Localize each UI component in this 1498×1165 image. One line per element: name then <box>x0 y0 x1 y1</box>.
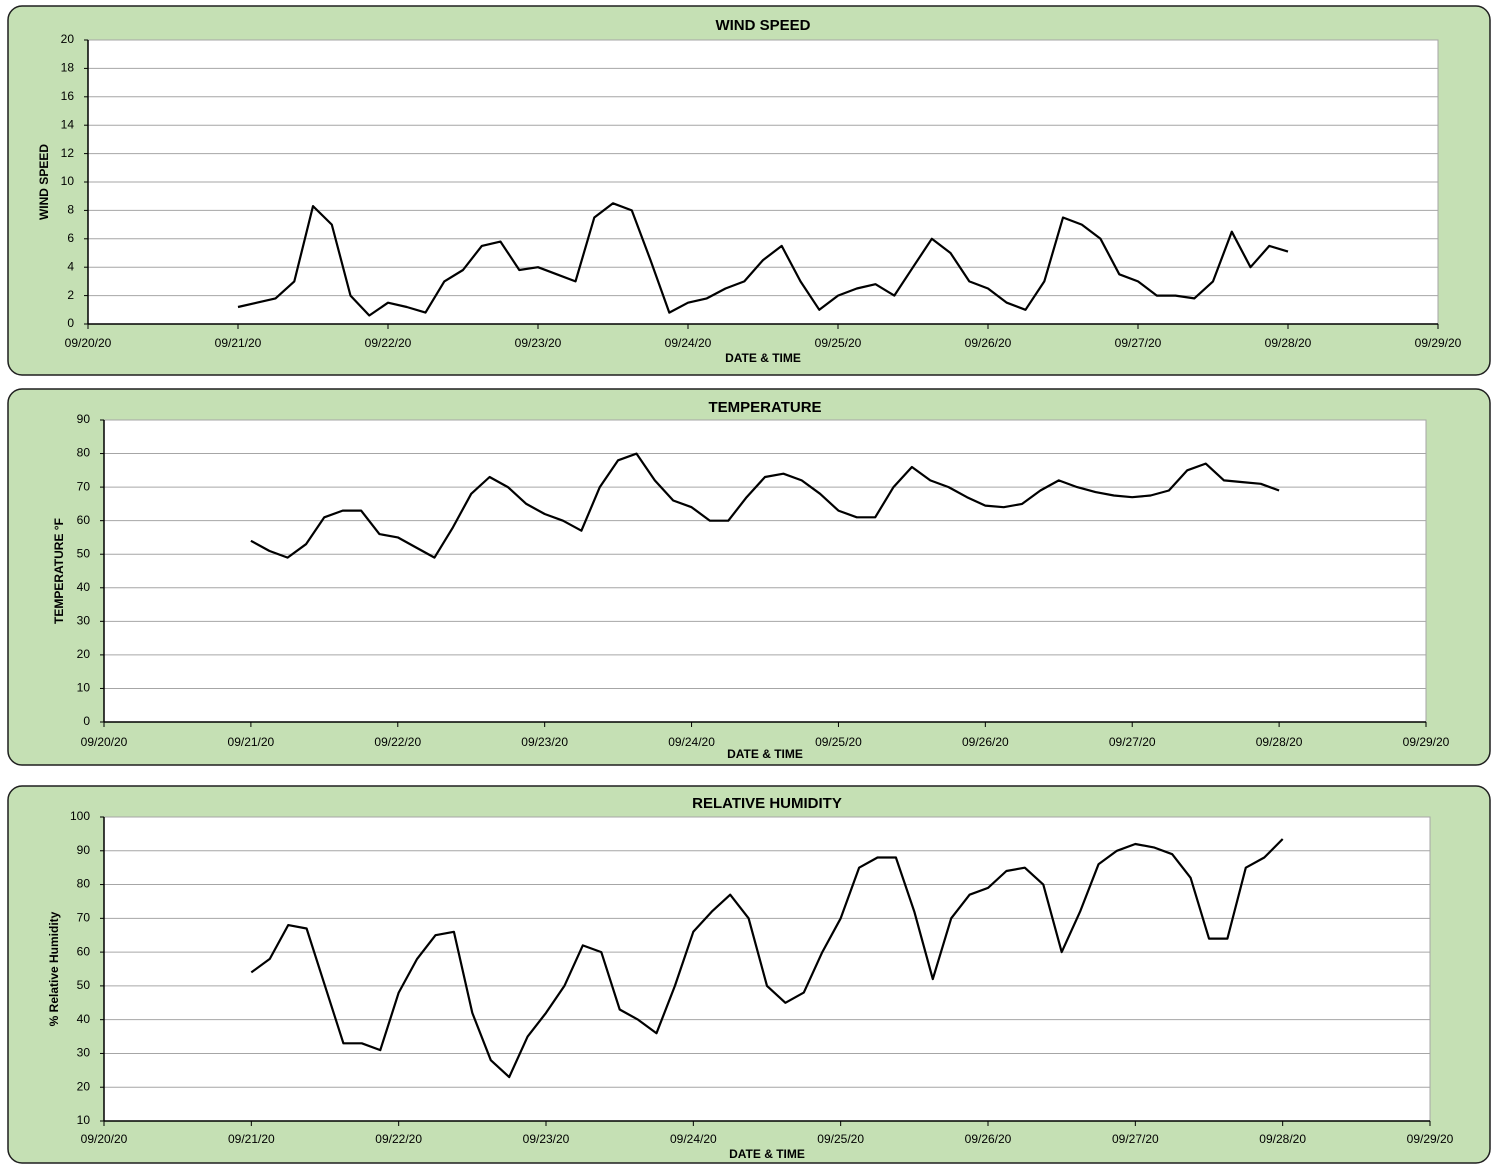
x-tick-label: 09/21/20 <box>228 735 275 749</box>
chart-panel: 0 2 4 6 8 10 12 14 16 18 20 09/20/20 09/21/20 09/22/2… <box>7 5 1491 376</box>
y-tick-label: 50 <box>77 546 91 560</box>
x-tick-label: 09/26/20 <box>962 735 1009 749</box>
y-tick-label: 0 <box>83 714 90 728</box>
x-tick-label: 09/27/20 <box>1109 735 1156 749</box>
data-line <box>237 202 1289 317</box>
x-tick-label: 09/21/20 <box>228 1132 275 1146</box>
x-tick-label: 09/23/20 <box>523 1132 570 1146</box>
x-tick-label: 09/24/20 <box>665 336 712 350</box>
x-tick-label: 09/29/20 <box>1415 336 1462 350</box>
y-tick-label: 10 <box>61 174 75 188</box>
y-tick-label: 20 <box>61 32 75 46</box>
x-tick-label: 09/27/20 <box>1112 1132 1159 1146</box>
x-tick-label: 09/27/20 <box>1115 336 1162 350</box>
plot-area <box>103 816 1431 1122</box>
x-tick-label: 09/29/20 <box>1407 1132 1454 1146</box>
y-tick-label: 0 <box>67 316 74 330</box>
x-tick-label: 09/24/20 <box>670 1132 717 1146</box>
x-tick-label: 09/26/20 <box>965 1132 1012 1146</box>
x-tick-label: 09/29/20 <box>1403 735 1450 749</box>
x-tick-label: 09/22/20 <box>365 336 412 350</box>
y-tick-label: 100 <box>70 809 90 823</box>
y-tick-label: 12 <box>61 146 75 160</box>
x-tick-label: 09/25/20 <box>815 735 862 749</box>
y-tick-label: 6 <box>67 231 74 245</box>
y-tick-label: 40 <box>77 1012 91 1026</box>
x-tick-label: 09/20/20 <box>81 1132 128 1146</box>
x-axis-label: DATE & TIME <box>725 351 801 365</box>
chart-panel: 0 10 20 30 40 50 60 70 80 90 09/20/20 09/21/20 09/22… <box>7 388 1491 766</box>
x-tick-label: 09/22/20 <box>374 735 421 749</box>
x-tick-label: 09/26/20 <box>965 336 1012 350</box>
x-tick-label: 09/28/20 <box>1265 336 1312 350</box>
y-tick-label: 70 <box>77 911 91 925</box>
data-line <box>250 838 1284 1079</box>
y-tick-label: 50 <box>77 978 91 992</box>
y-tick-label: 10 <box>77 1113 91 1127</box>
chart-title: RELATIVE HUMIDITY <box>692 795 842 812</box>
y-tick-label: 18 <box>61 61 75 75</box>
y-tick-label: 4 <box>67 259 74 273</box>
y-axis-label: WIND SPEED <box>37 144 51 220</box>
data-line <box>250 452 1280 559</box>
x-tick-label: 09/22/20 <box>375 1132 422 1146</box>
y-tick-label: 30 <box>77 1046 91 1060</box>
chart-title: WIND SPEED <box>715 17 810 34</box>
chart-title: TEMPERATURE <box>708 399 821 416</box>
x-tick-label: 09/23/20 <box>515 336 562 350</box>
y-tick-label: 20 <box>77 1079 91 1093</box>
y-tick-label: 60 <box>77 944 91 958</box>
y-tick-label: 40 <box>77 580 91 594</box>
y-tick-label: 60 <box>77 513 91 527</box>
y-tick-label: 14 <box>61 117 75 131</box>
x-tick-label: 09/28/20 <box>1259 1132 1306 1146</box>
y-tick-label: 70 <box>77 479 91 493</box>
x-tick-label: 09/21/20 <box>215 336 262 350</box>
x-tick-label: 09/20/20 <box>81 735 128 749</box>
y-tick-label: 16 <box>61 89 75 103</box>
x-axis-label: DATE & TIME <box>727 747 803 761</box>
x-tick-label: 09/24/20 <box>668 735 715 749</box>
y-tick-label: 90 <box>77 843 91 857</box>
x-axis-label: DATE & TIME <box>729 1147 805 1161</box>
x-tick-label: 09/25/20 <box>815 336 862 350</box>
y-tick-label: 10 <box>77 681 91 695</box>
y-axis-label: % Relative Humidity <box>47 911 61 1026</box>
y-tick-label: 80 <box>77 877 91 891</box>
y-tick-label: 80 <box>77 446 91 460</box>
y-tick-label: 30 <box>77 614 91 628</box>
y-tick-label: 8 <box>67 203 74 217</box>
x-tick-label: 09/28/20 <box>1256 735 1303 749</box>
chart-panel: 10 20 30 40 50 60 70 80 90 100 09/20/20 09/21/20 09/… <box>7 785 1491 1164</box>
y-tick-label: 90 <box>77 412 91 426</box>
y-tick-label: 2 <box>67 288 74 302</box>
y-tick-label: 20 <box>77 647 91 661</box>
plot-area <box>103 419 1427 723</box>
y-axis-label: TEMPERATURE °F <box>52 518 66 624</box>
x-tick-label: 09/25/20 <box>817 1132 864 1146</box>
x-tick-label: 09/20/20 <box>65 336 112 350</box>
x-tick-label: 09/23/20 <box>521 735 568 749</box>
